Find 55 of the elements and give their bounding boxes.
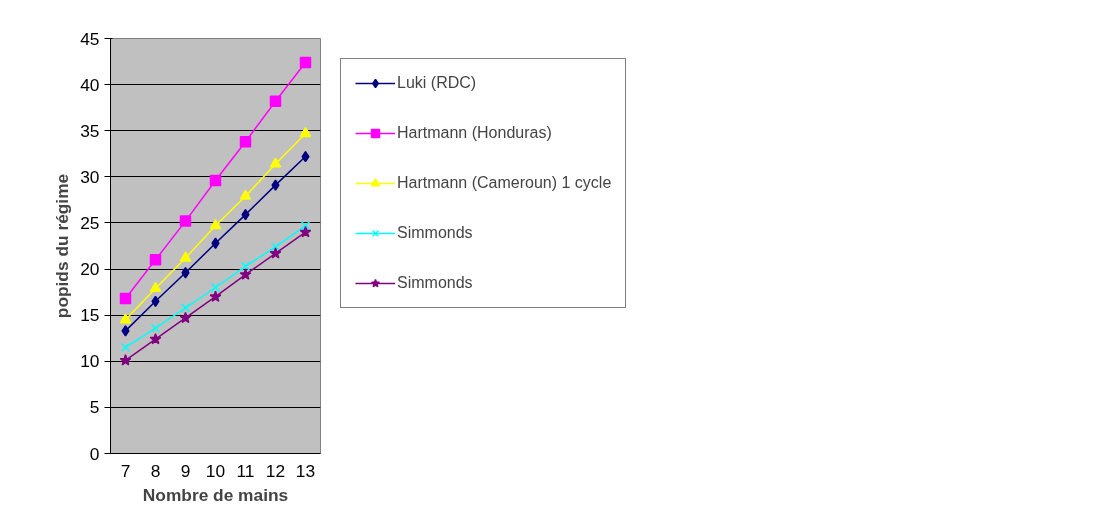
point bbox=[119, 354, 132, 366]
point bbox=[149, 332, 162, 345]
x-tick-label: 11 bbox=[236, 460, 255, 481]
x-tick-label: 12 bbox=[265, 460, 286, 481]
legend-label: Hartmann (Cameroun) 1 cycle bbox=[397, 173, 612, 193]
point bbox=[269, 157, 282, 168]
y-tick-label: 10 bbox=[80, 351, 100, 372]
point bbox=[209, 219, 222, 230]
point bbox=[271, 179, 280, 191]
point bbox=[121, 325, 130, 337]
point bbox=[150, 323, 161, 333]
point bbox=[269, 95, 282, 107]
y-tick-label: 30 bbox=[80, 166, 100, 187]
x-tick-label: 7 bbox=[120, 460, 131, 481]
point bbox=[179, 311, 192, 324]
point bbox=[149, 281, 162, 293]
point bbox=[119, 313, 132, 324]
legend-label: Luki (RDC) bbox=[397, 73, 477, 93]
legend-label: Simmonds bbox=[397, 223, 473, 243]
point bbox=[211, 237, 220, 249]
y-tick-label: 45 bbox=[80, 28, 100, 49]
point bbox=[120, 342, 131, 353]
point bbox=[209, 174, 222, 187]
point bbox=[149, 254, 162, 266]
point bbox=[209, 290, 222, 302]
legend-label: Hartmann (Honduras) bbox=[397, 123, 552, 143]
point bbox=[179, 215, 192, 227]
point bbox=[269, 247, 282, 259]
y-tick-label: 0 bbox=[89, 443, 100, 464]
point bbox=[239, 136, 252, 148]
point bbox=[270, 242, 281, 252]
point bbox=[240, 261, 251, 271]
point bbox=[180, 303, 191, 313]
x-tick-label: 13 bbox=[295, 460, 316, 481]
x-tick-label: 8 bbox=[150, 460, 161, 481]
y-tick-label: 40 bbox=[80, 74, 100, 95]
y-tick-label: 25 bbox=[80, 212, 100, 233]
point bbox=[179, 251, 192, 262]
point bbox=[119, 292, 132, 305]
point bbox=[239, 268, 252, 280]
y-axis-title: popids du régime bbox=[52, 173, 73, 319]
y-tick-label: 35 bbox=[80, 120, 100, 141]
y-tick-label: 5 bbox=[89, 397, 100, 418]
point bbox=[299, 126, 312, 138]
legend-label: Simmonds bbox=[397, 273, 473, 293]
point bbox=[299, 56, 312, 69]
x-axis-title: Nombre de mains bbox=[142, 484, 289, 505]
y-tick-label: 20 bbox=[80, 259, 100, 280]
point bbox=[300, 221, 311, 231]
x-tick-label: 10 bbox=[205, 460, 226, 481]
y-tick-label: 15 bbox=[80, 305, 100, 326]
x-tick-label: 9 bbox=[180, 460, 191, 481]
point bbox=[299, 225, 312, 238]
point bbox=[239, 189, 252, 200]
point bbox=[210, 282, 221, 293]
